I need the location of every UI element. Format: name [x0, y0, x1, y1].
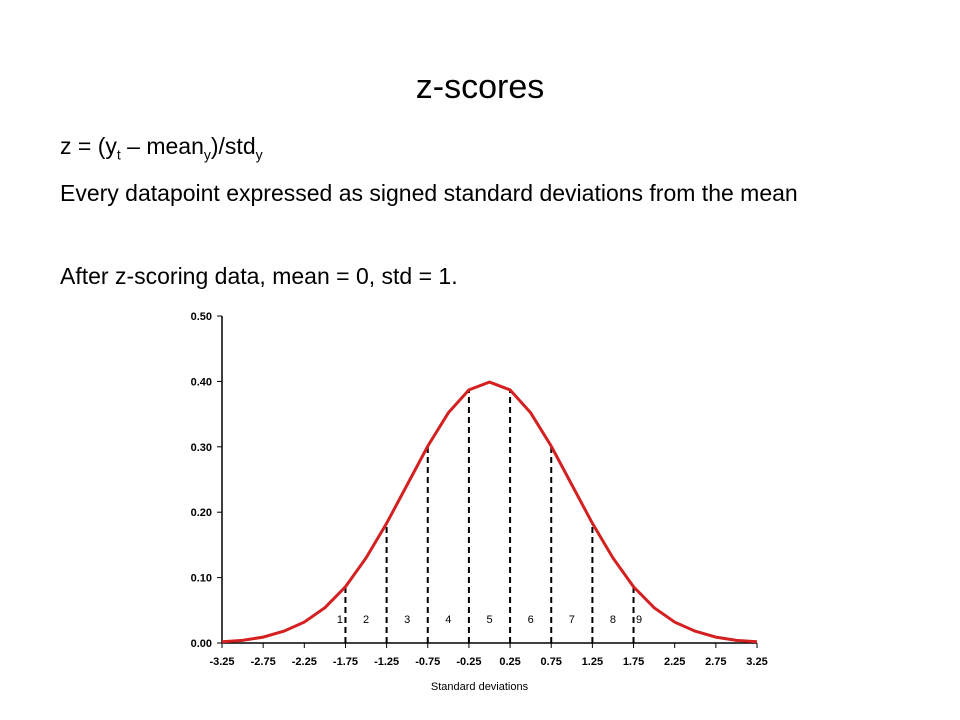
region-label: 9	[636, 614, 642, 626]
bullet: After z-scoring data, mean = 0, std = 1.	[60, 263, 458, 289]
region-label: 2	[363, 614, 369, 626]
slide-title: z-scores	[415, 68, 545, 106]
formula-part: )/std	[210, 133, 256, 159]
y-tick-label: 0.50	[191, 311, 212, 323]
formula-sub: t	[116, 146, 121, 163]
bullet: Every datapoint expressed as signed stan…	[60, 180, 798, 206]
region-label: 6	[528, 614, 534, 626]
x-tick-label: 1.75	[623, 656, 644, 668]
x-tick-label: -0.75	[415, 656, 440, 668]
x-tick-label: -3.25	[209, 656, 234, 668]
x-tick-label: 2.75	[705, 656, 726, 668]
formula-part: – mean	[120, 133, 204, 159]
formula-part: z = (y	[60, 133, 117, 159]
formula-sub: y	[203, 146, 211, 163]
x-tick-label: -2.25	[292, 656, 317, 668]
y-tick-label: 0.10	[191, 573, 212, 585]
y-tick-label: 0.20	[191, 507, 212, 519]
x-tick-label: -0.25	[456, 656, 481, 668]
region-label: 8	[610, 614, 616, 626]
region-label: 4	[445, 614, 451, 626]
curve	[221, 380, 758, 644]
region-label: 7	[569, 614, 575, 626]
x-tick-label: 1.25	[582, 656, 603, 668]
formula: z = (yt – meany)/stdy	[60, 130, 880, 172]
region-label: 1	[337, 614, 343, 626]
x-tick-label: -1.25	[374, 656, 399, 668]
region-label: 3	[404, 614, 410, 626]
x-tick-label: 3.25	[746, 656, 767, 668]
x-tick-label: -2.75	[251, 656, 276, 668]
x-axis-label: Standard deviations	[431, 681, 529, 693]
x-tick-label: -1.75	[333, 656, 358, 668]
x-tick-label: 2.25	[664, 656, 685, 668]
y-tick-label: 0.30	[191, 442, 212, 454]
y-tick-label: 0.40	[191, 376, 212, 388]
y-tick-label: 0.00	[191, 638, 212, 650]
region-label: 5	[486, 614, 492, 626]
x-tick-label: 0.25	[499, 656, 520, 668]
x-tick-label: 0.75	[541, 656, 562, 668]
formula-sub: y	[255, 146, 263, 163]
